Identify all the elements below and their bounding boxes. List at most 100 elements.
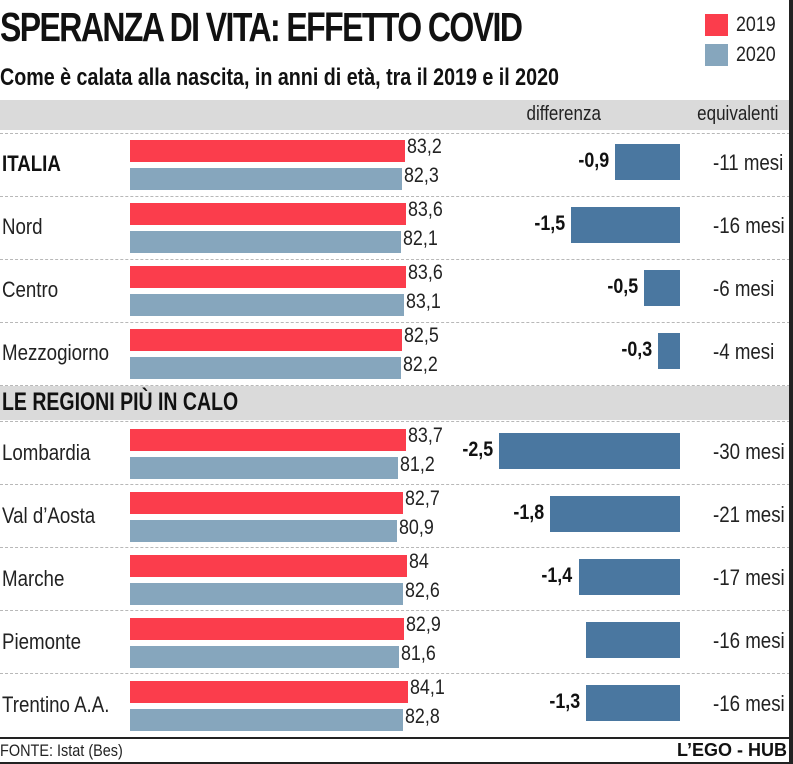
chart-row: Nord 83,6 82,1 -1,5 -16 mesi	[0, 196, 790, 259]
row-label: Centro	[2, 277, 59, 302]
difference-label: -2,5	[462, 438, 493, 461]
row-label: Piemonte	[2, 629, 82, 654]
equivalent-months: -6 mesi	[713, 276, 775, 301]
row-separator	[0, 133, 790, 134]
equivalent-months: -30 mesi	[713, 439, 785, 464]
value-label-2020: 81,2	[399, 453, 435, 476]
value-label-2019: 82,5	[404, 324, 439, 347]
equivalent-months: -21 mesi	[713, 502, 785, 527]
equivalent-months: -16 mesi	[713, 213, 785, 238]
row-separator	[0, 196, 790, 197]
row-separator	[0, 610, 790, 611]
equivalent-months: -16 mesi	[713, 691, 785, 716]
row-label: ITALIA	[2, 151, 61, 176]
difference-label: -1,8	[512, 501, 544, 524]
row-label: Mezzogiorno	[2, 340, 110, 365]
equivalent-months: -16 mesi	[713, 628, 785, 653]
bar-2020	[130, 294, 405, 316]
difference-bar	[585, 685, 680, 721]
bar-2020	[130, 357, 402, 379]
value-label-2020: 82,3	[403, 164, 439, 187]
column-header-difference: differenza	[526, 103, 601, 125]
equivalent-months: -11 mesi	[713, 150, 784, 175]
chart-row: Val d’Aosta 82,7 80,9 -1,8 -21 mesi	[0, 485, 790, 548]
row-separator	[0, 484, 790, 485]
difference-bar	[614, 144, 680, 180]
bar-2020	[130, 583, 403, 605]
row-label: Val d’Aosta	[2, 503, 96, 528]
difference-label: -0,9	[578, 149, 609, 172]
footer-brand: L’EGO - HUB	[676, 740, 787, 760]
value-label-2019: 84	[409, 550, 430, 573]
chart-row: Piemonte 82,9 81,6 -16 mesi	[0, 611, 790, 674]
difference-bar	[658, 333, 680, 369]
legend: 2019 2020	[705, 10, 783, 70]
value-label-2020: 80,9	[398, 516, 434, 539]
chart-row: Lombardia 83,7 81,2 -2,5 -30 mesi	[0, 422, 790, 485]
bar-2020	[130, 520, 397, 542]
legend-label-2020: 2020	[736, 43, 776, 66]
value-label-2020: 82,1	[402, 227, 438, 250]
difference-bar	[549, 496, 680, 532]
legend-swatch-2020	[705, 44, 728, 66]
bar-2019	[130, 681, 408, 703]
chart-row: Trentino A.A. 84,1 82,8 -1,3 -16 mesi	[0, 674, 790, 737]
row-label: Lombardia	[2, 440, 91, 465]
value-label-2020: 82,2	[403, 353, 438, 376]
chart-subtitle: Come è calata alla nascita, in anni di e…	[0, 64, 559, 91]
legend-item-2019: 2019	[705, 10, 783, 40]
footer-divider	[0, 737, 790, 739]
difference-label: -0,3	[621, 338, 653, 361]
bar-2020	[130, 646, 400, 668]
difference-label: -1,5	[534, 212, 566, 235]
difference-bar	[643, 270, 680, 306]
row-separator	[0, 421, 790, 422]
section-title: LE REGIONI PIÙ IN CALO	[2, 388, 239, 416]
row-label: Nord	[2, 214, 43, 239]
value-label-2019: 84,1	[409, 676, 445, 699]
row-label: Trentino A.A.	[2, 692, 110, 717]
chart-row: Mezzogiorno 82,5 82,2 -0,3 -4 mesi	[0, 322, 790, 385]
bar-2020	[130, 709, 404, 731]
difference-label: -1,3	[549, 690, 580, 713]
value-label-2019: 83,7	[408, 424, 443, 447]
value-label-2019: 83,2	[406, 135, 442, 158]
value-label-2019: 82,7	[404, 487, 440, 510]
legend-label-2019: 2019	[736, 13, 776, 36]
bottom-border	[0, 762, 793, 764]
bar-2019	[130, 140, 405, 162]
row-separator	[0, 322, 790, 323]
bar-2019	[130, 492, 403, 514]
bar-2019	[130, 266, 406, 288]
section-band	[0, 386, 790, 420]
equivalent-months: -17 mesi	[713, 565, 785, 590]
column-header-equivalent: equivalenti	[697, 103, 779, 125]
legend-swatch-2019	[705, 14, 728, 36]
row-separator	[0, 547, 790, 548]
difference-bar	[578, 559, 680, 595]
chart-row: Centro 83,6 83,1 -0,5 -6 mesi	[0, 259, 790, 322]
value-label-2020: 82,8	[405, 705, 440, 728]
footer-source: FONTE: Istat (Bes)	[0, 741, 123, 760]
chart-title: SPERANZA DI VITA: EFFETTO COVID	[0, 4, 523, 50]
chart-row: Marche 84 82,6 -1,4 -17 mesi	[0, 548, 790, 611]
value-label-2020: 82,6	[404, 579, 440, 602]
value-label-2019: 83,6	[407, 198, 443, 221]
value-label-2019: 82,9	[405, 613, 441, 636]
value-label-2020: 83,1	[406, 290, 441, 313]
difference-bar	[499, 433, 680, 469]
bar-2020	[130, 231, 401, 253]
bar-2020	[130, 168, 402, 190]
bar-2020	[130, 457, 398, 479]
row-label: Marche	[2, 566, 65, 591]
bar-2019	[130, 329, 403, 351]
value-label-2020: 81,6	[401, 642, 437, 665]
difference-label: -1,4	[541, 564, 573, 587]
difference-bar	[585, 622, 680, 658]
column-header-band	[0, 100, 790, 130]
chart-row: ITALIA 83,2 82,3 -0,9 -11 mesi	[0, 133, 790, 196]
bar-2019	[130, 203, 406, 225]
difference-bar	[571, 207, 680, 243]
equivalent-months: -4 mesi	[713, 339, 775, 364]
row-separator	[0, 385, 790, 386]
